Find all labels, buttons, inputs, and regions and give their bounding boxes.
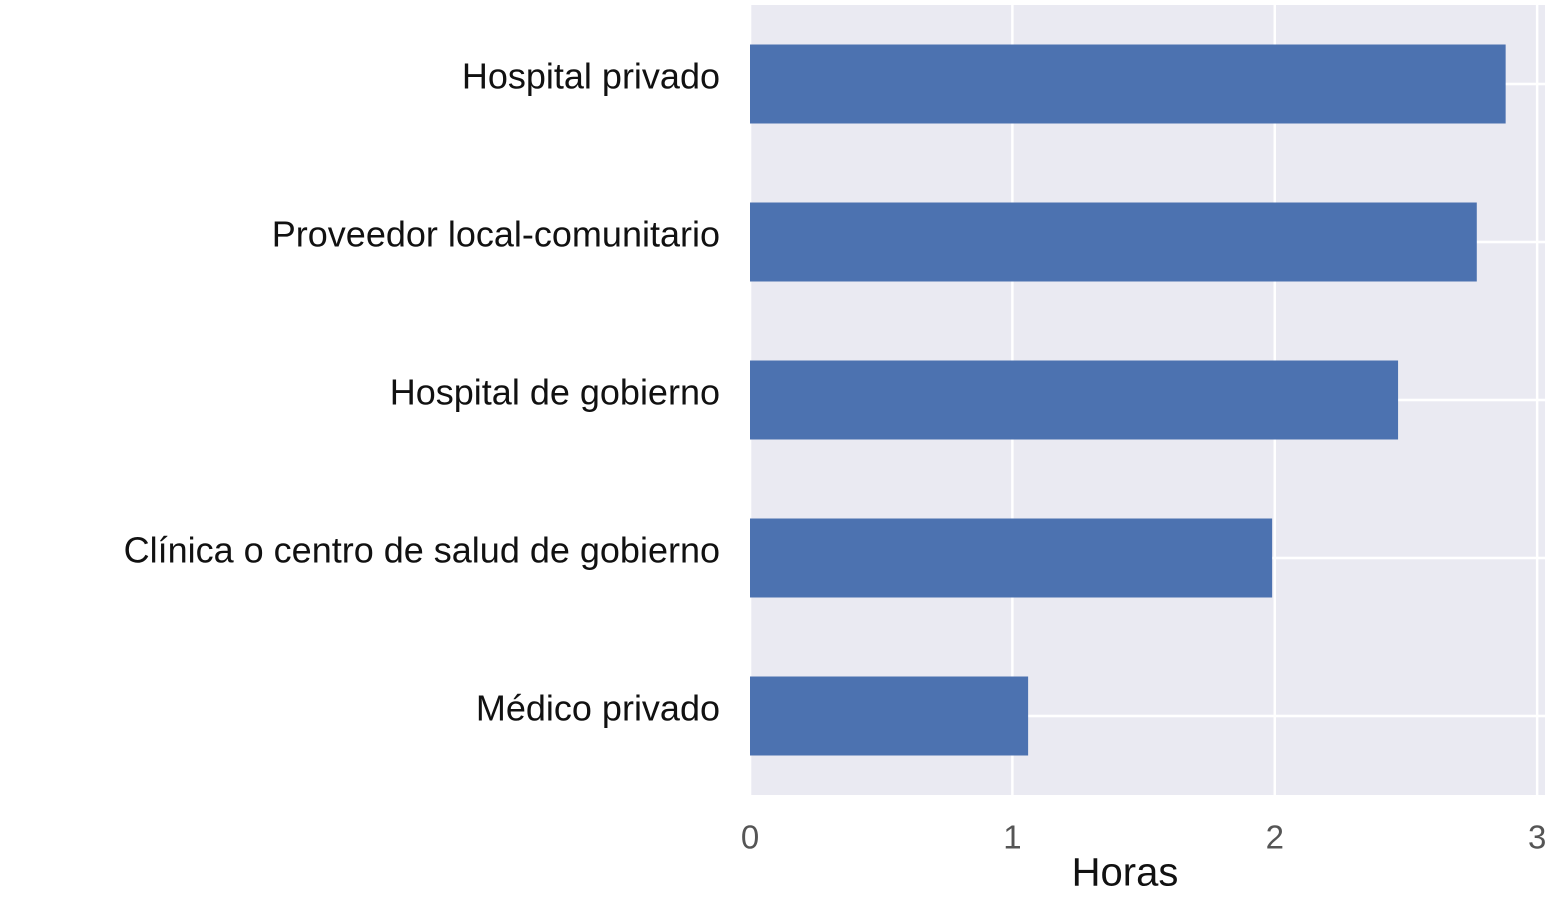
y-tick-label: Clínica o centro de salud de gobierno bbox=[124, 530, 720, 571]
bar bbox=[750, 360, 1399, 440]
x-tick-label: 2 bbox=[1266, 819, 1284, 856]
x-tick-label: 0 bbox=[741, 819, 759, 856]
x-axis-label: Horas bbox=[1072, 851, 1179, 895]
y-tick-label: Hospital de gobierno bbox=[390, 372, 720, 413]
y-tick-label: Hospital privado bbox=[462, 56, 720, 97]
bar bbox=[750, 518, 1273, 598]
y-tick-label: Médico privado bbox=[476, 688, 720, 729]
bar bbox=[750, 676, 1029, 756]
x-tick-label: 3 bbox=[1528, 819, 1546, 856]
bar bbox=[750, 44, 1506, 124]
y-tick-label: Proveedor local-comunitario bbox=[272, 214, 720, 255]
bar bbox=[750, 202, 1477, 282]
x-tick-label: 1 bbox=[1003, 819, 1021, 856]
